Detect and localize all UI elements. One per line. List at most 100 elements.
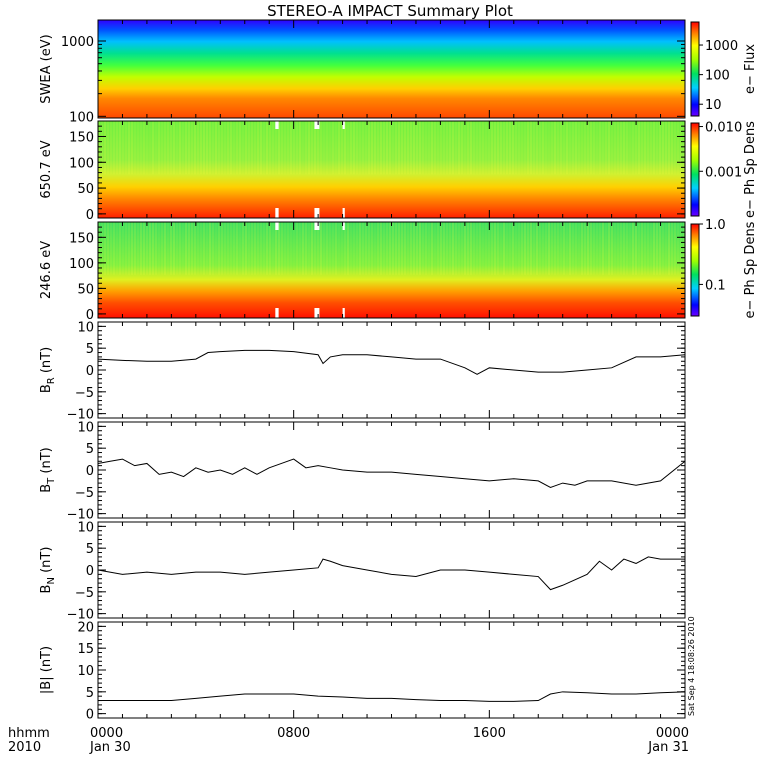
spectrogram-streak [374,121,376,175]
data-gap [314,208,320,218]
figure-title: STEREO-A IMPACT Summary Plot [267,2,513,20]
spectrogram-streak [122,121,124,175]
spectrogram-streak [293,121,295,175]
spectrogram-streak [101,222,103,275]
spectrogram-streak [227,222,229,275]
spectrogram-streak [194,222,196,275]
spectrogram-streak [638,121,640,175]
spectrogram-streak [452,222,454,275]
spectrogram-streak [533,222,535,275]
spectrogram-streak [176,121,178,175]
spectrogram-streak [566,222,568,275]
spectrogram-streak [242,121,244,175]
spectrogram-streak [467,222,469,275]
data-gap [342,308,345,318]
spectrogram-streak [485,121,487,175]
spectrogram-streak [260,121,262,175]
spectrogram-streak [617,121,619,175]
spectrogram-streak [470,121,472,175]
y-tick-label: 15 [77,642,94,657]
spectrogram-streak [239,222,241,275]
spectrogram-streak [608,121,610,175]
panel-frame [97,421,686,519]
spectrogram-streak [344,222,346,275]
spectrogram-streak [536,121,538,175]
spectrogram-streak [593,222,595,275]
spectrogram-streak [518,222,520,275]
spectrogram-streak [407,222,409,275]
colorbar-tick-label: 100 [705,69,730,84]
spectrogram-streak [659,121,661,175]
series-line [98,691,686,702]
y-tick-label: 5 [86,342,94,357]
spectrogram-streak [104,121,106,175]
spectrogram-streak [224,222,226,275]
spectrogram-streak [557,121,559,175]
spectrogram-streak [134,121,136,175]
spectrogram-streak [521,222,523,275]
spectrogram-streak [629,121,631,175]
spectrogram-streak [206,222,208,275]
spectrogram-streak [119,121,121,175]
spectrogram-streak [158,222,160,275]
spectrogram-streak [173,222,175,275]
y-axis-label: BN (nT) [39,547,57,594]
data-gap [275,208,279,218]
spectrogram-streak [614,222,616,275]
spectrogram-streak [503,121,505,175]
spectrogram-streak [464,121,466,175]
spectrogram-streak [530,121,532,175]
spectrogram-streak [545,222,547,275]
spectrogram-streak [419,121,421,175]
x-axis-label-year: 2010 [8,740,41,755]
spectrogram-streak [161,222,163,275]
spectrogram-streak [251,121,253,175]
panel-1: 0.001 0.010 e− Ph Sp Dens 0 50 100 150 650.7 eV [39,120,758,223]
spectrogram-streak [626,222,628,275]
spectrogram-streak [521,121,523,175]
spectrogram-streak [548,222,550,275]
spectrogram-streak [461,222,463,275]
spectrogram-streak [347,222,349,275]
spectrogram-streak [284,121,286,175]
y-axis-label-main: SWEA (eV) [39,34,54,103]
spectrogram-streak [587,222,589,275]
spectrogram [98,121,685,218]
spectrogram [98,222,685,318]
y-axis-label: 246.6 eV [39,241,54,299]
x-tick-label: 0000 [656,726,689,741]
y-tick-label: 5 [86,442,94,457]
spectrogram-streak [191,121,193,175]
spectrogram-streak [557,222,559,275]
spectrogram-streak [311,222,313,275]
spectrogram-streak [650,121,652,175]
y-axis-label-subscript: N [46,577,57,584]
spectrogram-streak [311,121,313,175]
spectrogram-streak [413,121,415,175]
spectrogram-streak [248,222,250,275]
spectrogram-streak [317,121,319,175]
spectrogram-streak [440,121,442,175]
colorbar [690,223,700,317]
spectrogram-streak [194,121,196,175]
spectrogram-streak [596,222,598,275]
spectrogram-streak [251,222,253,275]
spectrogram-streak [599,222,601,275]
spectrogram-streak [344,121,346,175]
spectrogram-streak [683,121,685,175]
spectrogram-streak [563,121,565,175]
spectrogram-streak [116,222,118,275]
spectrogram-streak [260,222,262,275]
spectrogram-streak [434,222,436,275]
data-gap [342,121,345,129]
y-axis-label-subscript: T [46,477,57,485]
spectrogram-streak [551,121,553,175]
spectrogram-streak [149,222,151,275]
spectrogram-streak [377,222,379,275]
y-axis-label: 650.7 eV [39,140,54,198]
y-axis-label: BR (nT) [39,347,57,393]
spectrogram-streak [575,222,577,275]
